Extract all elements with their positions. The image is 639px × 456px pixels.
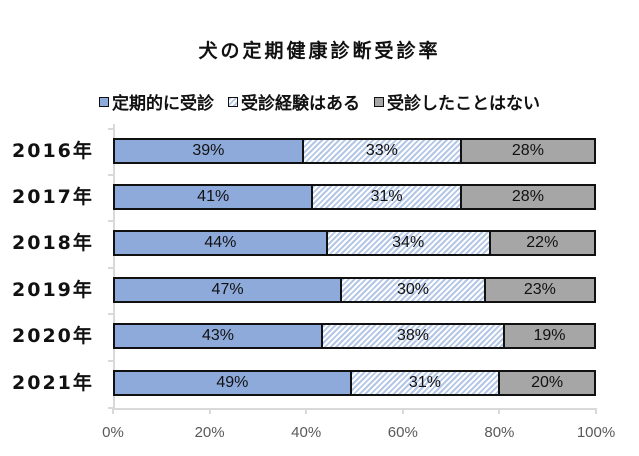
x-tick (498, 408, 501, 414)
stacked-bar: 39% 33% 28% (113, 138, 596, 164)
x-tick-label: 100% (576, 424, 616, 441)
y-tick (108, 220, 114, 222)
x-tick (401, 408, 404, 414)
y-axis-label: 2020年 (12, 325, 94, 347)
segment-regular: 49% (115, 372, 350, 394)
x-tick (208, 408, 211, 414)
y-tick (108, 267, 114, 269)
stacked-bar: 49% 31% 20% (113, 370, 596, 396)
legend-label: 受診経験はある (241, 94, 360, 114)
legend: 定期的に受診 受診経験はある 受診したことはない (0, 89, 639, 114)
x-tick-label: 40% (291, 424, 322, 441)
chart-title: 犬の定期健康診断受診率 (198, 40, 441, 62)
legend-swatch-never-icon (374, 96, 384, 107)
legend-item-never: 受診したことはない (374, 89, 540, 114)
segment-regular: 39% (115, 140, 302, 162)
legend-item-regular: 定期的に受診 (99, 89, 214, 114)
x-axis-line (113, 408, 596, 410)
x-tick-label: 80% (484, 424, 515, 441)
y-axis-label: 2018年 (12, 232, 94, 254)
y-axis-label: 2017年 (12, 186, 94, 208)
stacked-bar: 43% 38% 19% (113, 323, 596, 349)
bar-row: 2018年 44% 34% 22% (0, 230, 639, 256)
stacked-bar: 44% 34% 22% (113, 230, 596, 256)
y-axis-line (113, 124, 115, 410)
segment-never: 22% (488, 232, 594, 254)
y-axis-label: 2019年 (12, 279, 94, 301)
segment-experienced: 34% (325, 232, 489, 254)
y-tick (108, 407, 114, 409)
segment-experienced: 31% (311, 186, 460, 208)
segment-experienced: 33% (301, 140, 460, 162)
segment-never: 23% (483, 279, 594, 301)
legend-label: 定期的に受診 (112, 94, 214, 114)
segment-experienced: 31% (349, 372, 499, 394)
segment-regular: 43% (115, 325, 321, 347)
legend-item-experienced: 受診経験はある (228, 89, 360, 114)
segment-never: 20% (498, 372, 594, 394)
y-tick (108, 128, 114, 130)
x-tick-label: 20% (194, 424, 225, 441)
x-tick-label: 60% (387, 424, 418, 441)
segment-regular: 44% (115, 232, 326, 254)
y-axis-label: 2021年 (12, 372, 94, 394)
x-tick (112, 408, 114, 414)
segment-experienced: 30% (340, 279, 484, 301)
segment-regular: 47% (115, 279, 341, 301)
y-axis-label: 2016年 (12, 140, 94, 162)
x-tick-label: 0% (102, 424, 124, 441)
y-tick (108, 360, 114, 362)
segment-never: 19% (502, 325, 594, 347)
y-tick (108, 313, 114, 315)
y-tick (108, 174, 114, 176)
x-tick (595, 408, 597, 414)
legend-swatch-regular-icon (99, 96, 109, 107)
x-tick (305, 408, 308, 414)
legend-swatch-hatch-icon (228, 96, 238, 107)
segment-never: 28% (459, 140, 594, 162)
stacked-bar: 47% 30% 23% (113, 277, 596, 303)
bar-row: 2020年 43% 38% 19% (0, 323, 639, 349)
segment-experienced: 38% (320, 325, 503, 347)
bar-row: 2016年 39% 33% 28% (0, 138, 639, 164)
bar-row: 2017年 41% 31% 28% (0, 184, 639, 210)
bar-row: 2019年 47% 30% 23% (0, 277, 639, 303)
stacked-bar: 41% 31% 28% (113, 184, 596, 210)
segment-regular: 41% (115, 186, 312, 208)
bar-row: 2021年 49% 31% 20% (0, 370, 639, 396)
legend-label: 受診したことはない (387, 94, 540, 114)
segment-never: 28% (459, 186, 594, 208)
